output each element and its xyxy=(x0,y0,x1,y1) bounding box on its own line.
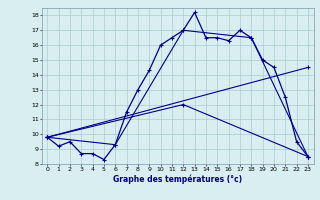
X-axis label: Graphe des températures (°c): Graphe des températures (°c) xyxy=(113,175,242,184)
